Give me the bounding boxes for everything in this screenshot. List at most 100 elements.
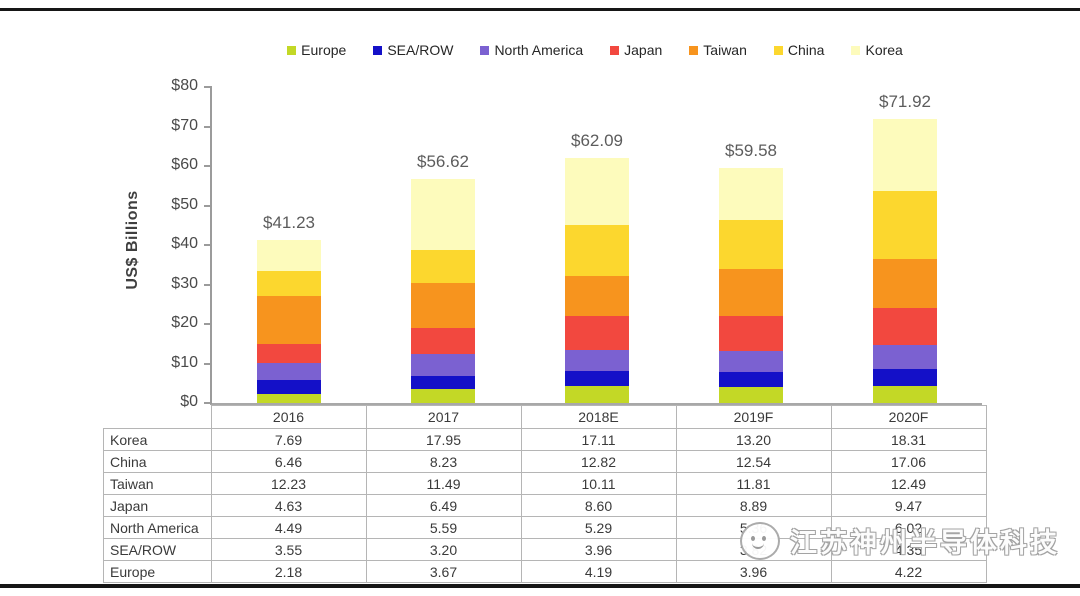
legend-label: SEA/ROW	[387, 42, 454, 58]
table-row-europe: Europe 2.18 3.67 4.19 3.96 4.22	[103, 560, 987, 583]
table-corner-cell	[104, 406, 212, 429]
plot-area: $41.23 $56.62 $62.09 $59.58 $71.92	[204, 86, 982, 405]
table-value-cell: 10.11	[520, 472, 677, 495]
bar-total-label: $41.23	[263, 213, 315, 233]
bar-segment-europe	[411, 388, 475, 403]
bar-segment-china	[873, 191, 937, 259]
table-row-label: Japan	[103, 494, 212, 517]
bar-segment-north-america	[873, 345, 937, 370]
y-tick-label: $50	[171, 195, 198, 213]
table-value-cell: 4.49	[210, 516, 367, 539]
bar-segment-korea	[411, 179, 475, 251]
bar-segment-china	[719, 219, 783, 270]
table-value-cell: 3.20	[365, 538, 522, 561]
table-row-label: China	[103, 450, 212, 473]
y-tick-label: $20	[171, 314, 198, 331]
top-rule	[0, 8, 1080, 11]
legend-label: Japan	[624, 42, 663, 58]
bar-group-2016: $41.23	[212, 87, 366, 403]
chart-legend: Europe SEA/ROW North America Japan Taiwan Chi…	[210, 40, 980, 60]
bar-segment-europe	[565, 386, 629, 403]
table-value-cell: 4.19	[520, 560, 677, 583]
bar-stack	[873, 118, 937, 403]
table-value-cell: 13.20	[675, 428, 832, 451]
y-tick-mark	[204, 283, 212, 286]
table-value-cell: 4.35	[830, 538, 987, 561]
table-value-cell: 6.46	[210, 450, 367, 473]
legend-swatch-icon	[773, 45, 783, 55]
table-value-cell: 12.82	[520, 450, 677, 473]
legend-swatch-icon	[851, 45, 861, 55]
bar-segment-north-america	[411, 353, 475, 376]
bar-segment-korea	[257, 240, 321, 271]
table-value-cell: 12.23	[210, 472, 367, 495]
table-value-cell: 17.06	[830, 450, 987, 473]
y-tick-mark	[204, 204, 212, 207]
table-year-header: 2020F	[830, 405, 987, 429]
y-tick-mark	[204, 402, 212, 404]
bar-segment-sea-row	[719, 372, 783, 388]
table-row-label: SEA/ROW	[103, 538, 212, 561]
legend-item-japan: Japan	[610, 42, 662, 58]
table-value-cell: 8.23	[365, 450, 522, 473]
table-value-cell: 5.59	[365, 516, 522, 539]
table-row-taiwan: Taiwan 12.23 11.49 10.11 11.81 12.49	[103, 472, 987, 495]
legend-item-china: China	[773, 42, 824, 58]
table-value-cell: 3.82	[675, 538, 832, 561]
table-value-cell: 6.49	[365, 494, 522, 517]
bar-segment-china	[565, 225, 629, 277]
bar-segment-japan	[257, 344, 321, 363]
legend-item-europe: Europe	[287, 42, 346, 58]
bar-segment-china	[411, 250, 475, 283]
table-value-cell: 3.67	[365, 560, 522, 583]
bar-segment-sea-row	[411, 375, 475, 389]
table-value-cell: 12.49	[830, 472, 987, 495]
table-row-korea: Korea 7.69 17.95 17.11 13.20 18.31	[103, 428, 987, 451]
table-row-label: North America	[103, 516, 212, 539]
bar-segment-taiwan	[873, 258, 937, 308]
bar-stack	[257, 240, 321, 403]
bar-segment-china	[257, 270, 321, 297]
table-value-cell: 7.69	[210, 428, 367, 451]
bar-total-label: $62.09	[571, 130, 623, 150]
table-row-label: Taiwan	[103, 472, 212, 495]
bottom-rule	[0, 584, 1080, 588]
y-tick-label: $70	[171, 116, 198, 134]
table-value-cell: 5.29	[520, 516, 677, 539]
y-tick-label: $10	[171, 353, 198, 371]
bar-segment-europe	[257, 394, 321, 403]
table-value-cell: 6.02	[830, 516, 987, 539]
legend-item-north-america: North America	[480, 42, 583, 58]
y-tick-mark	[204, 125, 212, 128]
bar-group-2020F: $71.92	[828, 87, 982, 403]
table-value-cell: 17.95	[365, 428, 522, 451]
legend-swatch-icon	[689, 45, 699, 55]
y-tick-label: $60	[171, 156, 198, 173]
data-table-body: Korea 7.69 17.95 17.11 13.20 18.31 China 6.46 8.…	[103, 428, 987, 583]
bar-segment-north-america	[257, 362, 321, 381]
y-tick-mark	[204, 165, 212, 167]
bar-segment-north-america	[565, 349, 629, 371]
table-value-cell: 3.55	[210, 538, 367, 561]
bar-segment-japan	[719, 316, 783, 352]
table-value-cell: 2.18	[210, 560, 367, 583]
y-axis: $0 $10 $20 $30 $40 $50 $60 $70 $80	[128, 77, 198, 410]
legend-swatch-icon	[287, 45, 297, 55]
legend-swatch-icon	[480, 45, 490, 55]
table-header-row: 2016 2017 2018E 2019F 2020F	[104, 405, 987, 429]
y-tick-label: $80	[171, 77, 198, 94]
table-value-cell: 9.47	[830, 494, 987, 517]
data-table: 2016 2017 2018E 2019F 2020F Korea 7.69 17.95 17…	[103, 405, 987, 583]
bar-segment-korea	[719, 167, 783, 220]
bar-segment-europe	[873, 386, 937, 403]
bar-segment-taiwan	[257, 296, 321, 345]
y-tick-mark	[204, 362, 212, 365]
table-year-header: 2017	[365, 405, 522, 429]
legend-label: Taiwan	[703, 42, 747, 58]
table-value-cell: 11.49	[365, 472, 522, 495]
bar-total-label: $56.62	[417, 152, 469, 172]
legend-label: North America	[494, 42, 584, 58]
bar-stack	[565, 157, 629, 403]
bar-segment-japan	[873, 308, 937, 346]
table-value-cell: 3.96	[520, 538, 677, 561]
